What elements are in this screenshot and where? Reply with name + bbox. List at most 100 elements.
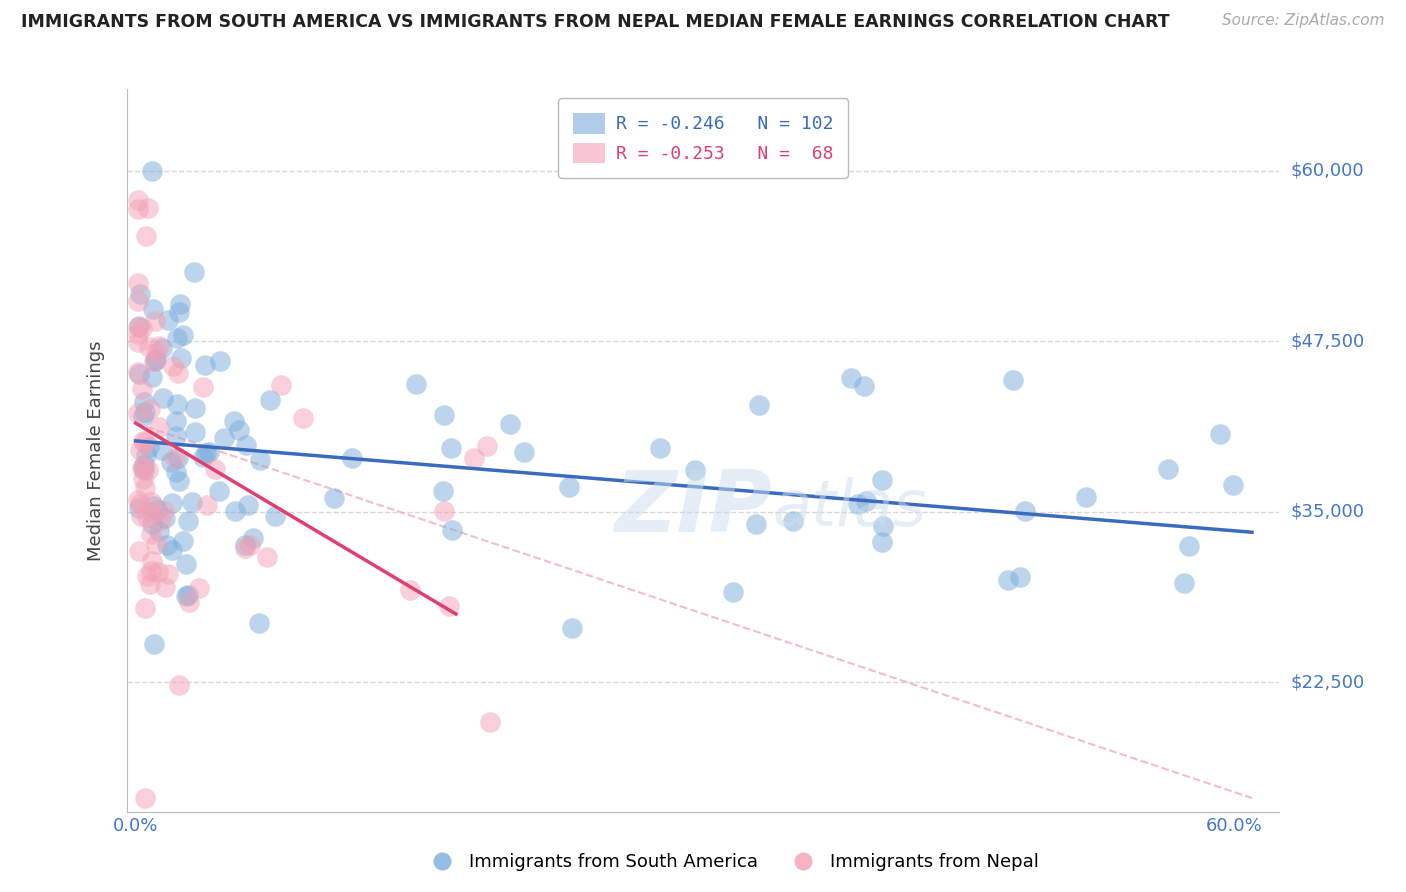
Text: ZIP: ZIP bbox=[614, 467, 772, 549]
Point bbox=[139, 565, 162, 579]
Point bbox=[561, 621, 583, 635]
Point bbox=[141, 554, 163, 568]
Point bbox=[172, 328, 194, 343]
Point bbox=[142, 637, 165, 651]
Point bbox=[132, 462, 155, 476]
Point bbox=[166, 396, 188, 410]
Point bbox=[184, 401, 207, 415]
Point bbox=[433, 504, 456, 518]
Point bbox=[139, 402, 162, 417]
Point bbox=[723, 584, 745, 599]
Point bbox=[228, 423, 250, 437]
Point bbox=[475, 439, 498, 453]
Point bbox=[439, 599, 461, 614]
Point bbox=[150, 443, 173, 458]
Point bbox=[148, 419, 170, 434]
Point bbox=[208, 354, 231, 368]
Point bbox=[150, 513, 173, 527]
Point bbox=[997, 574, 1019, 588]
Point bbox=[127, 193, 149, 207]
Point bbox=[870, 473, 893, 487]
Point bbox=[165, 428, 187, 442]
Point bbox=[172, 533, 194, 548]
Point bbox=[513, 445, 536, 459]
Point bbox=[183, 265, 205, 279]
Legend: Immigrants from South America, Immigrants from Nepal: Immigrants from South America, Immigrant… bbox=[416, 847, 1046, 879]
Point bbox=[143, 314, 166, 328]
Point bbox=[136, 462, 159, 476]
Point bbox=[143, 499, 166, 513]
Point bbox=[150, 341, 173, 355]
Text: Source: ZipAtlas.com: Source: ZipAtlas.com bbox=[1222, 13, 1385, 29]
Point bbox=[128, 500, 150, 515]
Point bbox=[138, 577, 160, 591]
Point bbox=[212, 431, 235, 445]
Point bbox=[846, 497, 869, 511]
Point bbox=[1014, 504, 1036, 518]
Point bbox=[139, 526, 162, 541]
Point bbox=[208, 484, 231, 499]
Point bbox=[463, 451, 485, 466]
Point bbox=[193, 380, 215, 394]
Point bbox=[439, 441, 461, 455]
Point bbox=[839, 370, 862, 384]
Point bbox=[134, 791, 156, 805]
Point bbox=[433, 408, 456, 422]
Point bbox=[134, 481, 156, 495]
Point bbox=[134, 405, 156, 419]
Point bbox=[247, 615, 270, 630]
Point bbox=[855, 493, 877, 508]
Point bbox=[142, 302, 165, 317]
Point bbox=[204, 462, 226, 476]
Point bbox=[141, 517, 163, 532]
Point bbox=[135, 229, 157, 244]
Point bbox=[405, 377, 427, 392]
Point bbox=[174, 557, 197, 571]
Point bbox=[141, 505, 163, 519]
Point bbox=[153, 504, 176, 518]
Point bbox=[264, 509, 287, 524]
Point bbox=[440, 524, 463, 538]
Point bbox=[259, 392, 281, 407]
Text: $60,000: $60,000 bbox=[1291, 162, 1364, 180]
Point bbox=[165, 451, 187, 466]
Point bbox=[498, 417, 520, 431]
Point bbox=[160, 543, 183, 558]
Point bbox=[131, 320, 153, 334]
Point bbox=[187, 581, 209, 595]
Point bbox=[291, 411, 314, 425]
Point bbox=[1074, 490, 1097, 504]
Point bbox=[1173, 575, 1195, 590]
Point bbox=[131, 409, 153, 423]
Point bbox=[156, 313, 179, 327]
Point bbox=[141, 495, 163, 509]
Point bbox=[159, 455, 181, 469]
Point bbox=[127, 406, 149, 420]
Point bbox=[155, 581, 177, 595]
Point bbox=[224, 413, 246, 427]
Point bbox=[152, 391, 174, 405]
Point bbox=[145, 351, 167, 366]
Y-axis label: Median Female Earnings: Median Female Earnings bbox=[87, 340, 105, 561]
Point bbox=[1157, 462, 1180, 476]
Point bbox=[127, 334, 149, 349]
Point bbox=[132, 459, 155, 474]
Point bbox=[132, 434, 155, 448]
Point bbox=[145, 537, 167, 551]
Point bbox=[167, 366, 190, 380]
Point bbox=[145, 503, 167, 517]
Point bbox=[1209, 426, 1232, 441]
Point bbox=[166, 331, 188, 345]
Point bbox=[235, 537, 257, 551]
Point bbox=[134, 395, 156, 409]
Point bbox=[177, 595, 200, 609]
Text: IMMIGRANTS FROM SOUTH AMERICA VS IMMIGRANTS FROM NEPAL MEDIAN FEMALE EARNINGS CO: IMMIGRANTS FROM SOUTH AMERICA VS IMMIGRA… bbox=[21, 13, 1170, 31]
Point bbox=[128, 319, 150, 334]
Text: $35,000: $35,000 bbox=[1291, 503, 1365, 521]
Point bbox=[169, 351, 191, 365]
Point bbox=[148, 339, 170, 353]
Point bbox=[177, 588, 200, 602]
Point bbox=[558, 480, 581, 494]
Point bbox=[782, 514, 804, 528]
Point bbox=[194, 358, 217, 372]
